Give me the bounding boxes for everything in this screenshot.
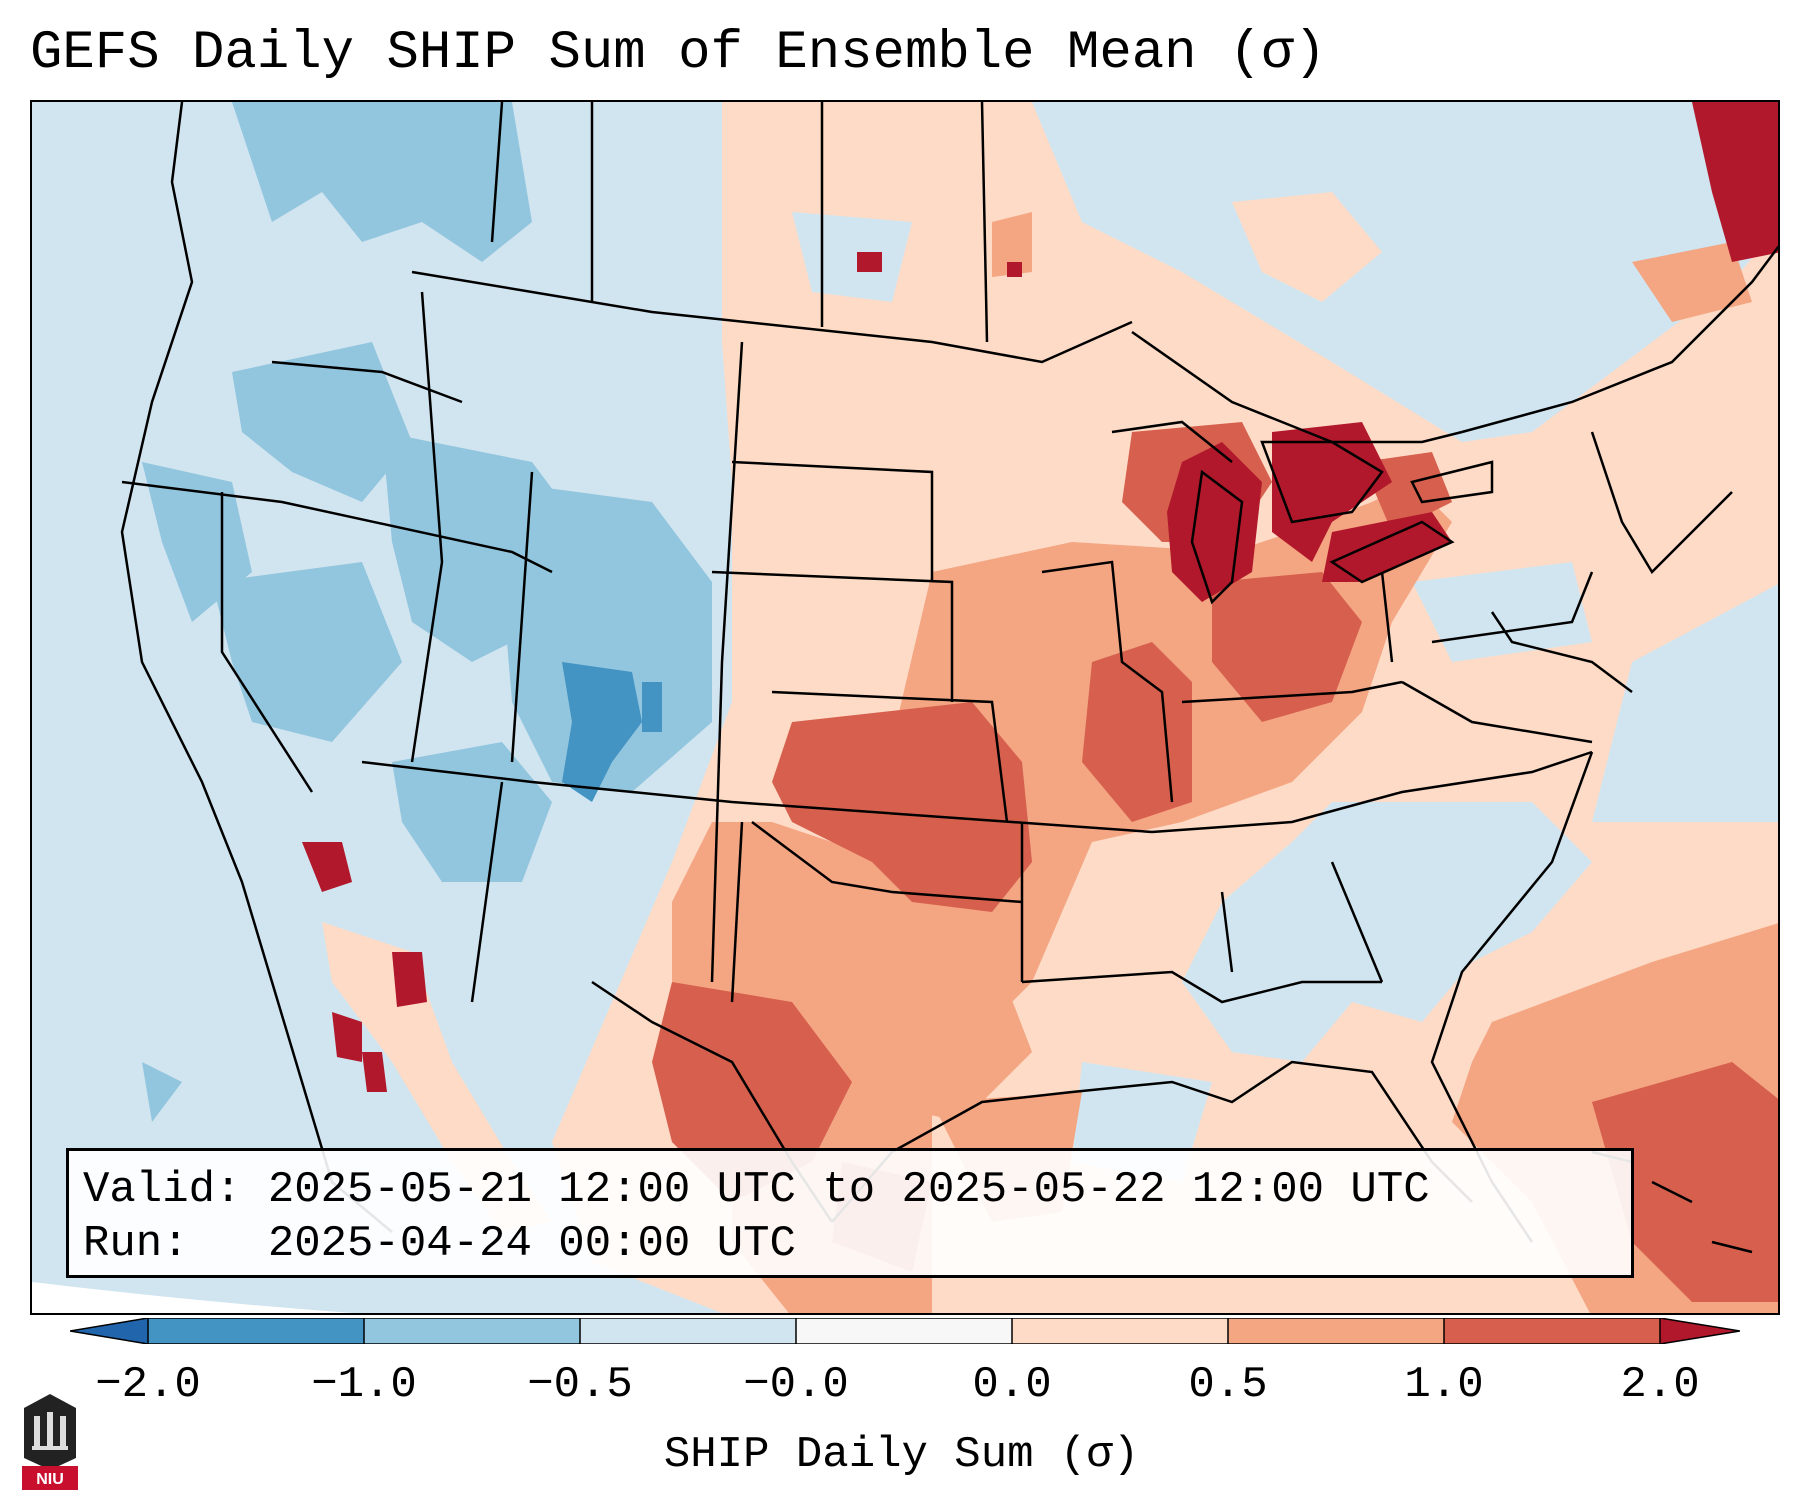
colorbar-segment [1228,1318,1444,1344]
university-seal-icon: NIU [20,1392,80,1492]
colorbar [69,1317,1741,1345]
lake-erie [1329,520,1455,584]
colorbar-tick-label: −0.0 [743,1360,849,1410]
colorbar-tick-label: 0.0 [972,1360,1052,1410]
anomaly-map [32,102,1778,1313]
colorbar-extend-high [1660,1318,1740,1344]
colorbar-segment [364,1318,580,1344]
colorbar-tick-label: −1.0 [311,1360,417,1410]
map-panel [30,100,1780,1315]
colorbar-segment [796,1318,1012,1344]
run-value: 2025-04-24 00:00 UTC [267,1219,796,1269]
valid-label: Valid: [83,1165,242,1215]
anomaly-fill-above-2 [302,102,1778,1092]
lake-huron [1260,440,1384,524]
lake-ontario [1410,460,1494,504]
colorbar-ticks: −2.0 −1.0 −0.5 −0.0 0.0 0.5 1.0 2.0 [0,1360,1803,1420]
outside-domain [32,1282,353,1313]
lake-superior-shore [1111,420,1233,463]
colorbar-tick-label: 0.5 [1188,1360,1268,1410]
geographic-boundaries [120,102,1778,1254]
chart-title: GEFS Daily SHIP Sum of Ensemble Mean (σ) [30,23,1327,84]
colorbar-segment [148,1318,364,1344]
colorbar-segment [1444,1318,1660,1344]
valid-value: 2025-05-21 12:00 UTC to 2025-05-22 12:00… [267,1165,1430,1215]
valid-time-box: Valid: 2025-05-21 12:00 UTC to 2025-05-2… [66,1148,1634,1278]
colorbar-segment [1012,1318,1228,1344]
colorbar-segment [580,1318,796,1344]
run-line: Run: 2025-04-24 00:00 UTC [83,1217,1617,1271]
run-label: Run: [83,1219,189,1269]
canada-border [411,270,1133,364]
colorbar-tick-label: −2.0 [95,1360,201,1410]
lake-michigan [1190,469,1244,605]
colorbar-tick-label: 2.0 [1620,1360,1700,1410]
logo-text: NIU [36,1471,64,1488]
gulf-coastline [831,1060,1473,1223]
anomaly-fill-below-neg-1 [562,662,662,802]
west-coastline [120,102,393,1233]
colorbar-extend-low [70,1318,148,1344]
colorbar-label: SHIP Daily Sum (σ) [663,1430,1140,1480]
colorbar-tick-label: −0.5 [527,1360,633,1410]
valid-line: Valid: 2025-05-21 12:00 UTC to 2025-05-2… [83,1163,1617,1217]
colorbar-tick-label: 1.0 [1404,1360,1484,1410]
